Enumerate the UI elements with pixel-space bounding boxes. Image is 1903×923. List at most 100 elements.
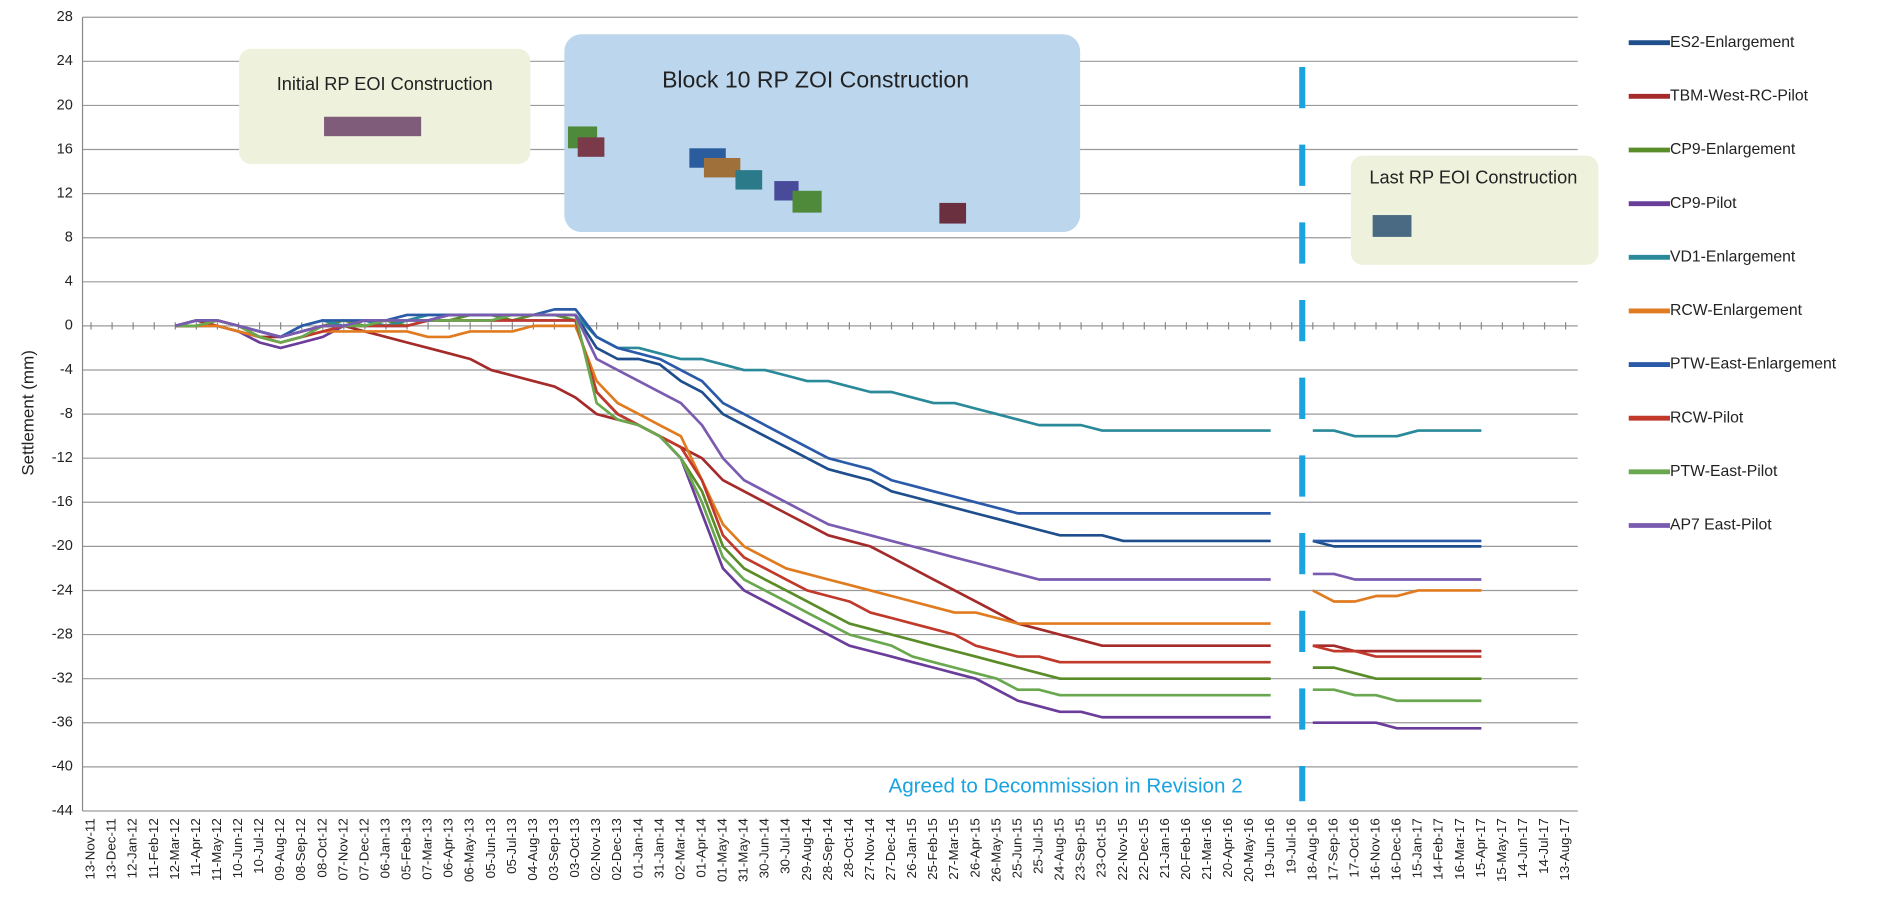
x-tick-label: 27-Nov-14 — [862, 818, 877, 881]
x-tick-label: 16-Nov-16 — [1368, 818, 1383, 880]
legend-label: ES2-Enlargement — [1670, 34, 1795, 51]
legend-label: AP7 East-Pilot — [1670, 517, 1772, 534]
y-tick-label: -28 — [52, 626, 73, 642]
x-tick-label: 23-Sep-15 — [1073, 818, 1088, 880]
x-tick-label: 02-Dec-13 — [609, 818, 624, 880]
x-tick-label: 20-Feb-16 — [1178, 818, 1193, 880]
x-tick-label: 13-Nov-11 — [83, 818, 98, 879]
x-tick-label: 11-May-12 — [209, 818, 224, 881]
x-tick-label: 19-Jun-16 — [1262, 818, 1277, 878]
series-line — [175, 324, 1271, 625]
y-tick-label: -8 — [60, 406, 73, 422]
legend-label: TBM-West-RC-Pilot — [1670, 88, 1809, 105]
y-tick-label: 24 — [57, 53, 73, 69]
y-tick-label: -4 — [60, 362, 73, 378]
annotation: Initial RP EOI Construction — [277, 74, 493, 94]
x-tick-label: 28-Oct-14 — [841, 818, 856, 878]
y-tick-label: 0 — [65, 318, 73, 334]
y-tick-label: 4 — [65, 274, 73, 290]
x-tick-label: 05-Jul-13 — [504, 818, 519, 874]
annotation-box — [1350, 155, 1599, 265]
x-tick-label: 04-Aug-13 — [525, 818, 540, 880]
x-tick-label: 19-Jul-16 — [1283, 818, 1298, 874]
annotation: Last RP EOI Construction — [1369, 168, 1577, 188]
x-tick-label: 15-Apr-17 — [1473, 818, 1488, 877]
series-line — [1312, 539, 1482, 548]
x-tick-label: 07-Nov-12 — [335, 818, 350, 880]
series-line — [1312, 644, 1482, 658]
x-tick-label: 14-Jul-17 — [1536, 818, 1551, 874]
legend-label: PTW-East-Pilot — [1670, 463, 1778, 480]
y-tick-label: -36 — [52, 715, 73, 731]
construction-marker — [1372, 215, 1412, 237]
series-line — [1312, 589, 1482, 603]
y-tick-label: -40 — [52, 759, 73, 775]
series-line — [174, 308, 1271, 515]
construction-marker — [792, 190, 822, 213]
x-tick-label: 17-Sep-16 — [1325, 818, 1340, 880]
x-tick-label: 20-Apr-16 — [1220, 818, 1235, 877]
x-tick-label: 26-May-15 — [988, 818, 1003, 882]
construction-marker — [703, 158, 741, 178]
series-line — [175, 319, 1271, 664]
x-tick-label: 11-Apr-12 — [188, 818, 203, 876]
legend-label: PTW-East-Enlargement — [1670, 356, 1837, 373]
annotation-box — [239, 48, 531, 165]
construction-marker — [735, 170, 763, 190]
legend-label: VD1-Enlargement — [1670, 248, 1796, 265]
x-tick-label: 11-Feb-12 — [146, 818, 161, 879]
series-line — [1312, 688, 1482, 703]
x-tick-label: 15-May-17 — [1494, 818, 1509, 882]
x-tick-label: 25-Jul-15 — [1031, 818, 1046, 874]
x-tick-label: 01-May-14 — [715, 818, 730, 882]
x-tick-label: 09-Aug-12 — [272, 818, 287, 880]
y-tick-label: -32 — [52, 671, 73, 687]
x-tick-label: 21-Jan-16 — [1157, 818, 1172, 878]
y-tick-label: -24 — [52, 582, 73, 598]
series-line — [175, 313, 1271, 681]
x-tick-label: 15-Jan-17 — [1410, 818, 1425, 878]
x-tick-label: 05-Jun-13 — [483, 818, 498, 878]
series-line — [174, 313, 1271, 543]
series-line — [1312, 666, 1482, 681]
legend-label: CP9-Pilot — [1670, 195, 1737, 212]
x-tick-label: 27-Mar-15 — [946, 818, 961, 880]
construction-marker — [577, 137, 605, 157]
y-tick-label: -16 — [52, 494, 73, 510]
x-tick-label: 30-Jul-14 — [778, 818, 793, 874]
series-line — [174, 319, 1271, 647]
y-tick-label: 16 — [57, 141, 73, 157]
x-tick-label: 23-Oct-15 — [1094, 818, 1109, 877]
x-tick-label: 22-Dec-15 — [1136, 818, 1151, 880]
y-tick-label: -20 — [52, 538, 73, 554]
x-tick-label: 17-Oct-16 — [1346, 818, 1361, 877]
x-tick-label: 13-Aug-17 — [1557, 818, 1572, 880]
x-tick-label: 25-Jun-15 — [1009, 818, 1024, 878]
x-tick-label: 26-Jan-15 — [904, 818, 919, 878]
x-tick-label: 13-Dec-11 — [104, 818, 119, 879]
x-tick-label: 10-Jun-12 — [230, 818, 245, 878]
x-tick-label: 01-Apr-14 — [693, 818, 708, 878]
series-line — [175, 319, 1271, 719]
x-tick-label: 06-Apr-13 — [441, 818, 456, 877]
series-line — [174, 313, 1271, 581]
series-line — [1312, 644, 1482, 653]
construction-marker — [324, 116, 422, 137]
x-tick-label: 05-Feb-13 — [399, 818, 414, 880]
x-tick-label: 06-May-13 — [462, 818, 477, 882]
x-tick-label: 28-Sep-14 — [820, 818, 835, 881]
x-tick-label: 31-Jan-14 — [651, 818, 666, 879]
x-tick-label: 14-Feb-17 — [1431, 818, 1446, 880]
y-tick-label: 28 — [57, 9, 73, 25]
x-tick-label: 14-Jun-17 — [1515, 818, 1530, 878]
x-tick-label: 21-Mar-16 — [1199, 818, 1214, 880]
legend-label: RCW-Pilot — [1670, 409, 1744, 426]
x-tick-label: 02-Nov-13 — [588, 818, 603, 880]
x-tick-label: 08-Oct-12 — [314, 818, 329, 877]
x-tick-label: 24-Aug-15 — [1052, 818, 1067, 880]
x-tick-label: 08-Sep-12 — [293, 818, 308, 880]
annotation: Block 10 RP ZOI Construction — [662, 67, 969, 93]
series-line — [1312, 429, 1482, 438]
